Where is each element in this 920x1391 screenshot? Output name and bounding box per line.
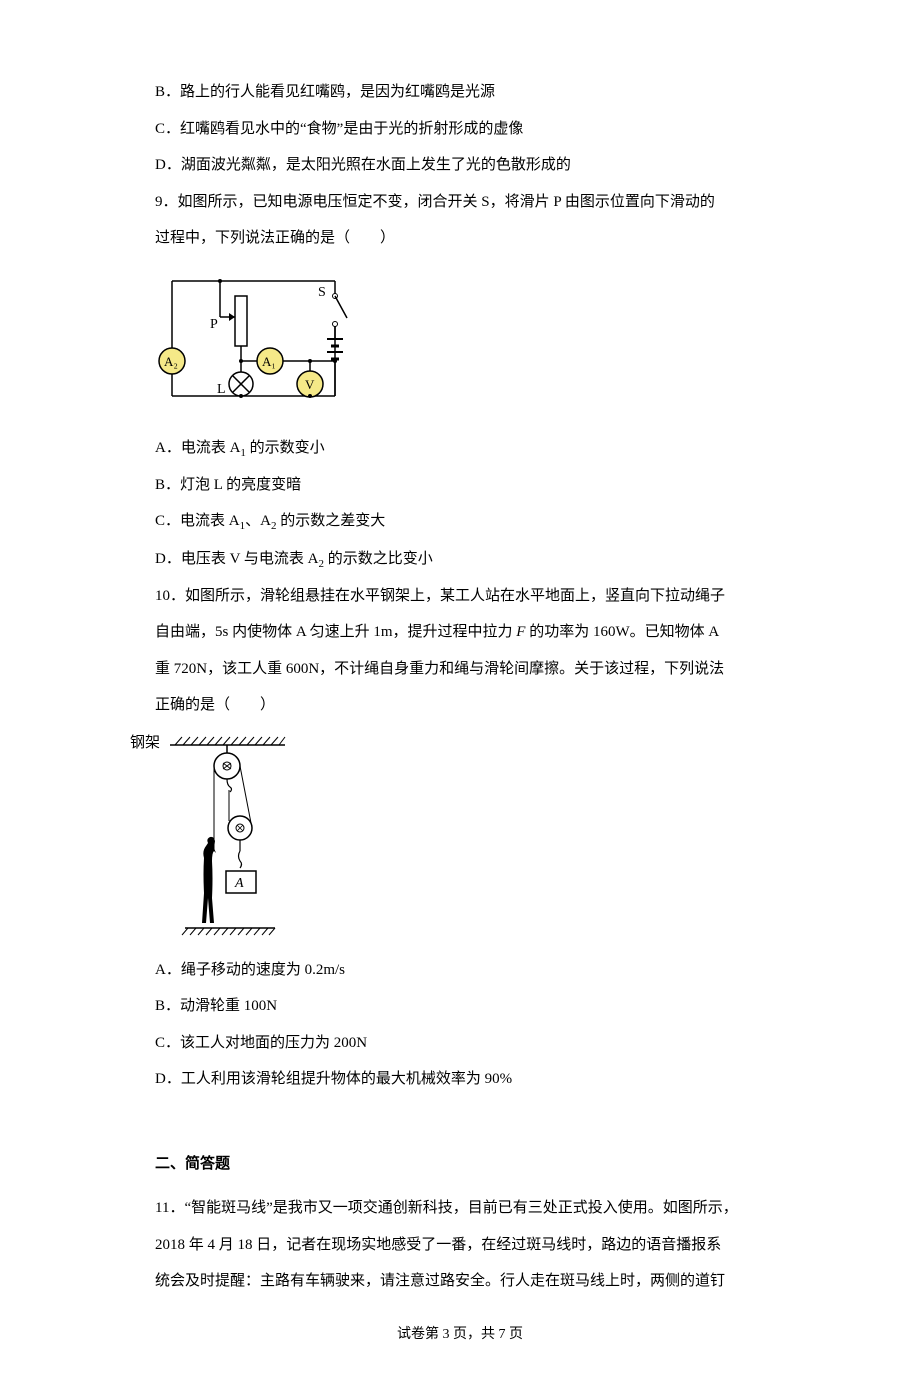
q11-text-1: 11．“智能斑马线”是我市又一项交通创新科技，目前已有三处正式投入使用。如图所示… [155,1191,765,1226]
q10-option-d: D．工人利用该滑轮组提升物体的最大机械效率为 90% [155,1062,765,1097]
q9-option-a: A．电流表 A1 的示数变小 [155,431,765,466]
q10-option-c: C．该工人对地面的压力为 200N [155,1026,765,1061]
q9-option-c: C．电流表 A1、A2 的示数之差变大 [155,504,765,539]
switch-label: S [318,285,326,300]
q8-option-c: C．红嘴鸥看见水中的“食物”是由于光的折射形成的虚像 [155,112,765,147]
q10-pulley-figure: 钢架 A [130,733,765,943]
q8-option-b: B．路上的行人能看见红嘴鸥，是因为红嘴鸥是光源 [155,75,765,110]
q10-text-3: 重 720N，该工人重 600N，不计绳自身重力和绳与滑轮间摩擦。关于该过程，下… [155,652,765,687]
v-label: V [305,377,315,392]
q10-text-2: 自由端，5s 内使物体 A 匀速上升 1m，提升过程中拉力 F 的功率为 160… [155,615,765,650]
q9-text-1: 9．如图所示，已知电源电压恒定不变，闭合开关 S，将滑片 P 由图示位置向下滑动… [155,185,765,220]
page-footer: 试卷第 3 页，共 7 页 [155,1319,765,1351]
q10-option-a: A．绳子移动的速度为 0.2m/s [155,953,765,988]
q9-option-b: B．灯泡 L 的亮度变暗 [155,468,765,503]
steel-label: 钢架 [130,734,160,751]
q8-option-d: D．湖面波光粼粼，是太阳光照在水面上发生了光的色散形成的 [155,148,765,183]
a1-label: A₁ [262,354,276,369]
q11-text-3: 统会及时提醒：主路有车辆驶来，请注意过路安全。行人走在斑马线上时，两侧的道钉 [155,1264,765,1299]
slider-label: P [210,317,218,332]
q10-text-4: 正确的是（ ） [155,688,765,723]
q9-circuit-figure: S P A₂ A₁ V [155,266,765,421]
q11-text-2: 2018 年 4 月 18 日，记者在现场实地感受了一番，在经过斑马线时，路边的… [155,1228,765,1263]
q9-option-d: D．电压表 V 与电流表 A2 的示数之比变小 [155,542,765,577]
a2-label: A₂ [164,354,178,369]
q10-option-b: B．动滑轮重 100N [155,989,765,1024]
q10-text-1: 10．如图所示，滑轮组悬挂在水平钢架上，某工人站在水平地面上，竖直向下拉动绳子 [155,579,765,614]
lamp-label: L [217,382,226,397]
section-2-header: 二、简答题 [155,1147,765,1182]
q9-text-2: 过程中，下列说法正确的是（ ） [155,221,765,256]
block-label: A [234,876,244,891]
